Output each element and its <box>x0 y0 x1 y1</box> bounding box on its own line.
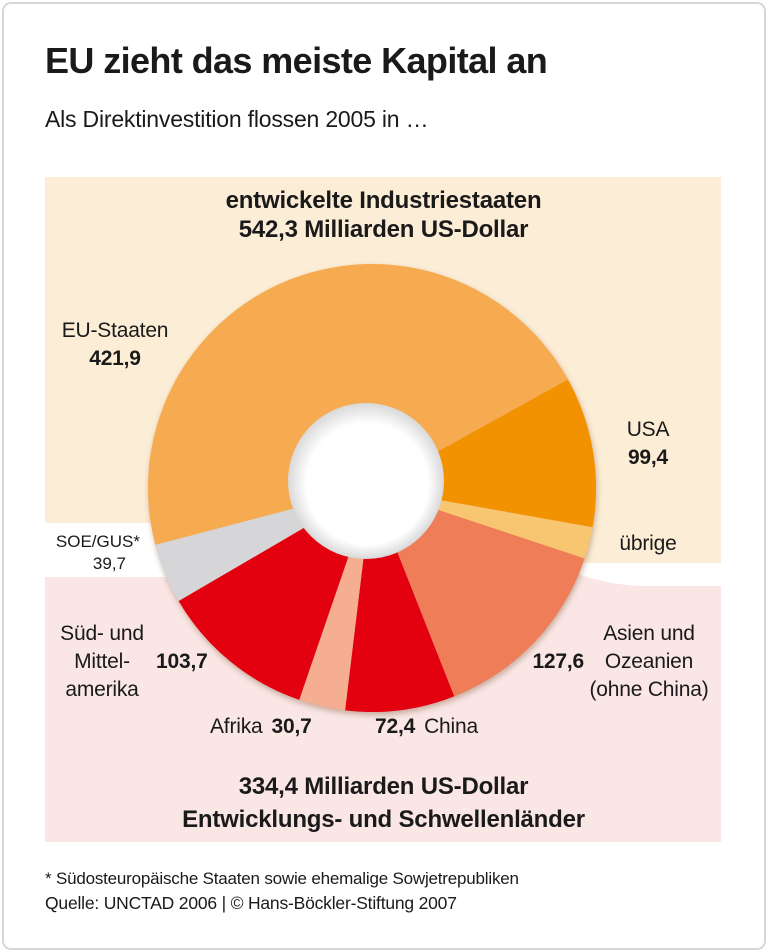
asien-line2: Ozeanien <box>604 650 694 673</box>
eu-name: EU-Staaten <box>61 319 169 342</box>
label-uebrige: übrige <box>619 532 677 555</box>
developing-heading: 334,4 Milliarden US-Dollar Entwicklungs-… <box>45 770 722 836</box>
page-subtitle: Als Direktinvestition flossen 2005 in … <box>45 106 429 132</box>
afrika-name: Afrika <box>210 715 263 738</box>
slice-asien <box>372 488 585 697</box>
china-value: 72,4 <box>375 715 416 738</box>
asien-value: 127,6 <box>532 650 584 673</box>
label-eu-staaten: EU-Staaten 421,9 <box>45 317 185 373</box>
footnote: * Südosteuropäische Staaten sowie ehemal… <box>45 869 519 888</box>
label-afrika: Afrika 30,7 <box>210 713 312 741</box>
developing-heading-line1: 334,4 Milliarden US-Dollar <box>238 773 529 800</box>
page-title: EU zieht das meiste Kapital an <box>45 40 548 81</box>
eu-value: 421,9 <box>89 347 141 370</box>
asien-line3: (ohne China) <box>589 678 709 701</box>
sued-line1: Süd- und <box>60 622 144 645</box>
label-sued-mittelamerika: Süd- und Mittel- amerika <box>48 620 156 704</box>
sued-value: 103,7 <box>156 650 208 673</box>
label-china: 72,4 China <box>375 713 478 741</box>
afrika-value: 30,7 <box>271 715 312 738</box>
usa-name: USA <box>626 418 670 441</box>
label-soe-gus: SOE/GUS* 39,7 <box>38 531 140 575</box>
donut-hole <box>288 403 444 559</box>
soe-value: 39,7 <box>92 554 126 573</box>
developed-heading-line1: entwickelte Industriestaaten <box>225 187 542 214</box>
developed-heading-line2: 542,3 Milliarden US-Dollar <box>238 216 529 243</box>
china-name: China <box>424 715 478 738</box>
sued-line2: Mittel- <box>74 650 130 673</box>
developing-heading-line2: Entwicklungs- und Schwellenländer <box>182 806 585 833</box>
label-asien-ozeanien: Asien und Ozeanien (ohne China) <box>585 620 713 704</box>
developed-heading: entwickelte Industriestaaten 542,3 Milli… <box>45 186 722 244</box>
asien-line1: Asien und <box>603 622 695 645</box>
usa-value: 99,4 <box>627 446 669 469</box>
soe-name: SOE/GUS* <box>55 532 140 551</box>
sued-line3: amerika <box>65 678 139 701</box>
source-credit: Quelle: UNCTAD 2006 | © Hans-Böckler-Sti… <box>45 893 457 913</box>
label-usa: USA 99,4 <box>600 416 696 472</box>
